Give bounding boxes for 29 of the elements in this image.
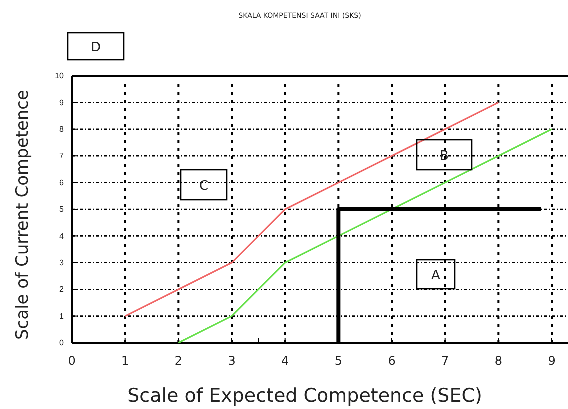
y-tick-label: 9 <box>60 98 65 108</box>
annotation: A <box>432 268 441 284</box>
y-tick-label: 6 <box>60 178 65 188</box>
y-tick-label: 10 <box>55 72 65 81</box>
y-tick-label: 2 <box>60 285 65 294</box>
line-series <box>124 102 500 318</box>
x-tick-label: 1 <box>122 354 130 368</box>
x-tick-label: 9 <box>548 354 556 368</box>
annotation: B <box>440 149 449 164</box>
x-tick-label: 3 <box>228 354 236 368</box>
x-tick-label: 0 <box>68 354 76 368</box>
y-tick-label: 4 <box>60 232 65 241</box>
x-axis-title: Scale of Expected Competence (SEC) <box>128 385 482 407</box>
annotation: C <box>199 179 209 194</box>
line-series <box>178 128 553 344</box>
y-tick-label: 1 <box>60 312 65 321</box>
y-axis-title: Scale of Current Competence <box>13 90 33 340</box>
y-tick-label: 3 <box>60 258 65 268</box>
y-tick-label: 7 <box>60 152 65 161</box>
x-tick-label: 2 <box>174 354 182 368</box>
y-tick-label: 5 <box>60 205 65 214</box>
x-tick-label: 4 <box>282 354 290 368</box>
y-tick-label: 8 <box>60 124 65 134</box>
x-tick-label: 7 <box>442 354 450 368</box>
y-tick-label: 0 <box>60 338 65 348</box>
x-tick-label: 6 <box>388 354 396 368</box>
x-tick-label: 8 <box>494 354 502 368</box>
text: D <box>90 40 102 56</box>
x-tick-label: 5 <box>334 354 342 368</box>
